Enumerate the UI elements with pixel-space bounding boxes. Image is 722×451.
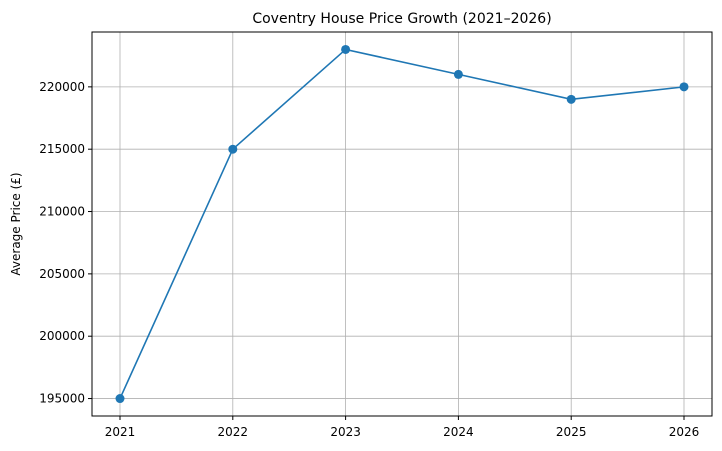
y-tick-label: 210000	[39, 205, 85, 219]
grid-lines	[92, 32, 712, 416]
data-point	[453, 69, 463, 79]
x-tick-label: 2023	[330, 425, 361, 439]
x-tick-label: 2021	[105, 425, 136, 439]
series-layer	[115, 44, 689, 404]
data-point	[228, 144, 238, 154]
y-tick-label: 195000	[39, 392, 85, 406]
data-point	[566, 94, 576, 104]
y-axis-label: Average Price (£)	[9, 172, 23, 275]
y-tick-label: 205000	[39, 267, 85, 281]
tick-layer: 2021 2022 2023 2024 2025 2026 195000 200000 2050…	[39, 80, 699, 439]
y-tick-label: 215000	[39, 142, 85, 156]
data-point	[115, 394, 125, 404]
x-tick-label: 2022	[218, 425, 249, 439]
x-tick-label: 2025	[556, 425, 587, 439]
data-point	[341, 44, 351, 54]
plot-frame	[91, 31, 713, 417]
x-tick-label: 2024	[443, 425, 474, 439]
y-tick-label: 200000	[39, 329, 85, 343]
series-line	[119, 48, 685, 399]
data-point	[679, 82, 689, 92]
y-tick-label: 220000	[39, 80, 85, 94]
x-tick-label: 2026	[669, 425, 700, 439]
chart-title: Coventry House Price Growth (2021–2026)	[252, 11, 551, 27]
